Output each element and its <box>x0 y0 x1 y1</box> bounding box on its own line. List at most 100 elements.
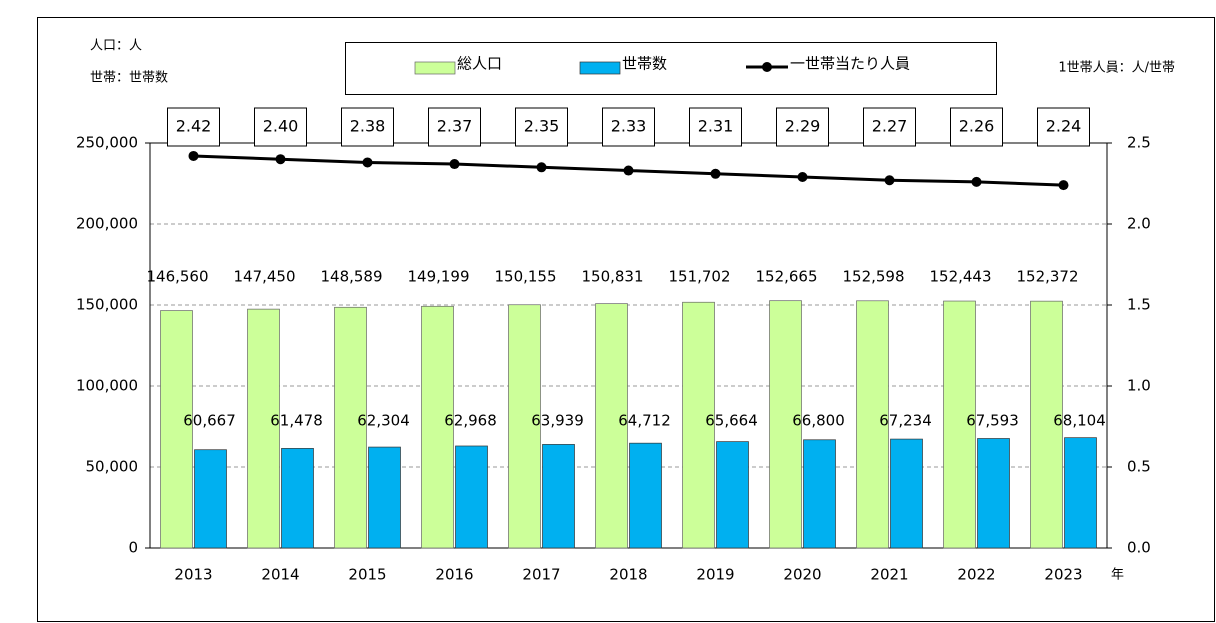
data-label: 2.40 <box>263 117 299 136</box>
legend-swatch <box>414 61 456 75</box>
marker <box>275 154 286 165</box>
data-label: 63,939 <box>531 412 584 430</box>
legend-swatch <box>579 61 621 75</box>
marker <box>188 150 199 161</box>
y-tick-label: 50,000 <box>86 458 139 476</box>
bar <box>194 449 227 549</box>
label-box <box>863 107 916 147</box>
data-label: 147,450 <box>233 268 295 286</box>
data-label: 148,589 <box>320 268 382 286</box>
label-box <box>950 107 1003 147</box>
x-tick-label: 2021 <box>870 566 908 584</box>
data-label: 67,593 <box>966 412 1019 430</box>
data-label: 60,667 <box>183 412 236 430</box>
label-box <box>428 107 481 147</box>
data-label: 152,443 <box>929 268 991 286</box>
data-label: 149,199 <box>407 268 469 286</box>
data-label: 65,664 <box>705 412 758 430</box>
data-label: 146,560 <box>146 268 208 286</box>
unit-right: 1世帯人員：人/世帯 <box>1058 61 1175 76</box>
legend-label: 世帯数 <box>622 55 667 73</box>
bar <box>977 438 1010 549</box>
y2-tick-label: 2.5 <box>1127 134 1151 152</box>
x-tick-label: 2020 <box>783 566 821 584</box>
label-box <box>341 107 394 147</box>
data-label: 66,800 <box>792 412 845 430</box>
data-label: 64,712 <box>618 412 671 430</box>
data-label: 61,478 <box>270 412 323 430</box>
bar <box>856 300 889 549</box>
marker <box>449 159 460 170</box>
bar <box>769 300 802 549</box>
label-box <box>1037 107 1090 147</box>
marker <box>797 172 808 183</box>
data-label: 68,104 <box>1053 412 1106 430</box>
bar <box>943 300 976 549</box>
data-label: 2.33 <box>611 117 647 136</box>
x-tick-label: 2018 <box>609 566 647 584</box>
data-label: 152,598 <box>842 268 904 286</box>
bar <box>682 301 715 549</box>
data-label: 62,968 <box>444 412 497 430</box>
marker <box>362 157 373 168</box>
bar <box>281 448 314 549</box>
x-tick-label: 2019 <box>696 566 734 584</box>
data-label: 151,702 <box>668 268 730 286</box>
label-box <box>689 107 742 147</box>
data-label: 2.35 <box>524 117 560 136</box>
bar <box>368 446 401 549</box>
data-label: 2.29 <box>785 117 821 136</box>
marker <box>710 168 721 179</box>
label-box <box>167 107 220 147</box>
legend-label: 一世帯当たり人員 <box>790 55 910 73</box>
bar <box>890 438 923 549</box>
bar <box>803 439 836 549</box>
bar <box>595 303 628 549</box>
data-label: 150,155 <box>494 268 556 286</box>
y2-tick-label: 0.0 <box>1127 539 1151 557</box>
bar <box>629 442 662 549</box>
x-tick-label: 2014 <box>261 566 299 584</box>
x-tick-label: 2022 <box>957 566 995 584</box>
marker <box>1058 180 1069 191</box>
bar <box>421 305 454 549</box>
bar <box>1030 300 1063 549</box>
label-box <box>602 107 655 147</box>
x-tick-label: 2016 <box>435 566 473 584</box>
x-tick-label: 2023 <box>1044 566 1082 584</box>
marker <box>884 175 895 186</box>
unit-left: 人口：人 <box>90 39 142 54</box>
bar <box>247 308 280 549</box>
y2-tick-label: 2.0 <box>1127 215 1151 233</box>
bar <box>334 306 367 549</box>
bar <box>508 304 541 549</box>
label-box <box>254 107 307 147</box>
unit-left-2: 世帯：世帯数 <box>90 71 168 86</box>
y-tick-label: 250,000 <box>76 134 138 152</box>
data-label: 152,665 <box>755 268 817 286</box>
data-label: 2.37 <box>437 117 473 136</box>
data-label: 152,372 <box>1016 268 1078 286</box>
bar <box>1064 437 1097 549</box>
legend-label: 総人口 <box>457 55 502 73</box>
data-label: 2.42 <box>176 117 212 136</box>
label-box <box>515 107 568 147</box>
x-tick-label: 2013 <box>174 566 212 584</box>
y-tick-label: 150,000 <box>76 296 138 314</box>
marker <box>623 165 634 176</box>
x-tick-label: 2015 <box>348 566 386 584</box>
data-label: 2.26 <box>959 117 995 136</box>
bar <box>542 444 575 549</box>
y-tick-label: 0 <box>128 539 138 557</box>
label-box <box>776 107 829 147</box>
data-label: 67,234 <box>879 412 932 430</box>
data-label: 62,304 <box>357 412 410 430</box>
data-label: 2.27 <box>872 117 908 136</box>
y2-tick-label: 0.5 <box>1127 458 1151 476</box>
y2-tick-label: 1.0 <box>1127 377 1151 395</box>
data-label: 150,831 <box>581 268 643 286</box>
y-tick-label: 100,000 <box>76 377 138 395</box>
bar <box>455 445 488 549</box>
marker <box>536 162 547 173</box>
